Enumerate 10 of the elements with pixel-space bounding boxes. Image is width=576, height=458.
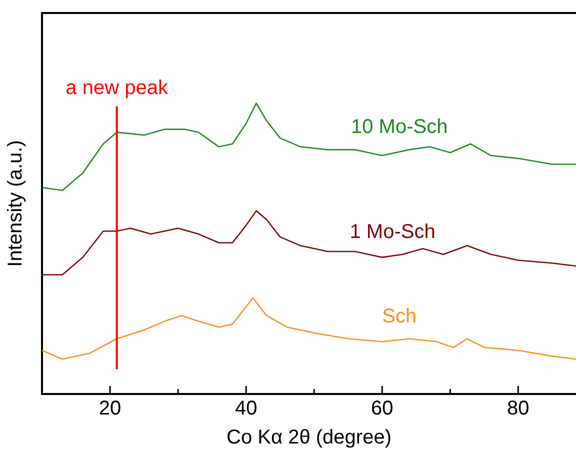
- series-label: 1 Mo-Sch: [350, 220, 436, 243]
- x-tick-label: 20: [98, 398, 122, 420]
- series-label: Sch: [382, 305, 417, 328]
- x-tick-label: 60: [371, 398, 394, 420]
- x-tick-label: 40: [234, 398, 258, 420]
- x-axis-title: Co Kα 2θ (degree): [226, 426, 392, 449]
- series-label: 10 Mo-Sch: [350, 116, 448, 138]
- y-axis-title: Intensity (a.u.): [4, 140, 27, 267]
- x-tick-label: 80: [507, 398, 530, 420]
- ref-line-label: a new peak: [66, 76, 169, 99]
